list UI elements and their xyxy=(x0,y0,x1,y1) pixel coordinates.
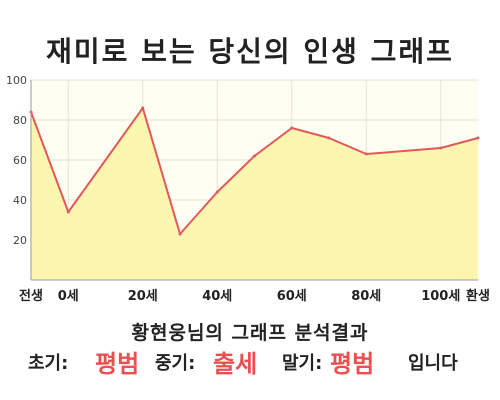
x-tick-label: 40세 xyxy=(202,289,232,304)
analysis-result: 초기: 평범 중기: 출세 말기: 평범 입니다 xyxy=(0,346,500,382)
x-tick-label: 20세 xyxy=(128,289,158,304)
early-value: 평범 xyxy=(95,350,140,378)
middle-value: 출세 xyxy=(213,350,258,378)
data-point xyxy=(439,146,443,150)
late-label: 말기: xyxy=(282,353,323,374)
data-point xyxy=(364,152,368,156)
data-point xyxy=(178,232,182,236)
x-tick-label: 60세 xyxy=(277,289,307,304)
x-tick-label: 환생 xyxy=(466,288,490,304)
middle-label: 중기: xyxy=(155,353,196,374)
data-point xyxy=(66,210,70,214)
y-tick-label: 20 xyxy=(13,234,27,247)
page-title: 재미로 보는 당신의 인생 그래프 xyxy=(46,35,454,68)
early-label: 초기: xyxy=(28,353,69,374)
ending-text: 입니다 xyxy=(408,353,458,374)
area-fill xyxy=(31,108,478,280)
late-value: 평범 xyxy=(330,350,375,378)
y-tick-label: 40 xyxy=(13,194,27,207)
y-tick-label: 80 xyxy=(13,114,27,127)
data-point xyxy=(290,126,294,130)
x-tick-label: 0세 xyxy=(58,289,79,304)
data-point xyxy=(476,136,480,140)
life-graph-chart: 20 40 60 80 100 전생 0세 20세 40세 60세 80세 100세 환생 xyxy=(6,74,490,304)
data-point xyxy=(215,190,219,194)
x-tick-label: 전생 xyxy=(19,288,43,304)
data-point xyxy=(253,154,256,158)
y-tick-label: 100 xyxy=(6,74,27,87)
data-point xyxy=(141,106,145,110)
x-tick-label: 80세 xyxy=(351,289,381,304)
x-tick-label: 100세 xyxy=(421,289,460,304)
analysis-heading: 황현웅님의 그래프 분석결과 xyxy=(131,322,369,344)
data-point xyxy=(327,136,331,140)
y-tick-label: 60 xyxy=(13,154,27,167)
